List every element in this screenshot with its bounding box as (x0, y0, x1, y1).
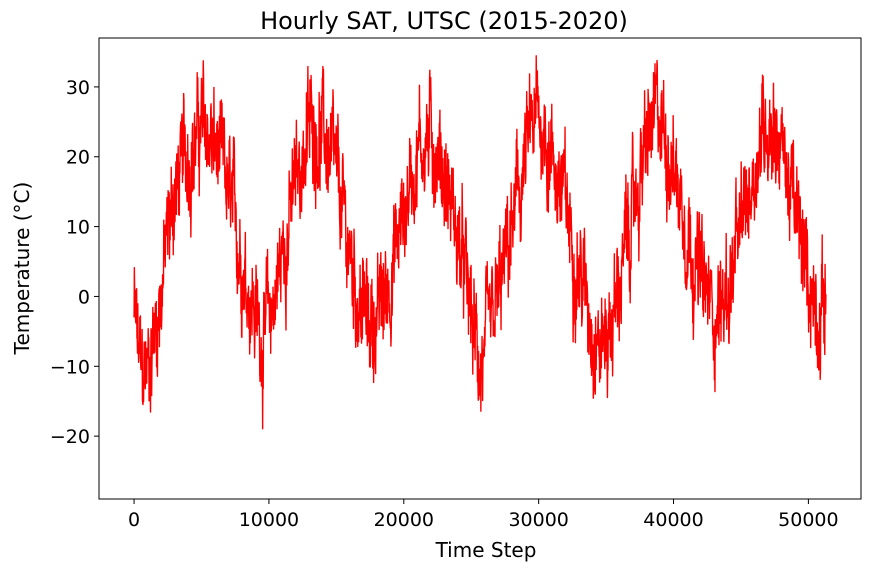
y-tick-label: 30 (66, 77, 90, 99)
chart-title: Hourly SAT, UTSC (2015-2020) (260, 7, 628, 35)
y-tick-label: 0 (78, 286, 90, 308)
plot-frame (98, 37, 862, 500)
x-axis-ticks: 0 10000 20000 30000 40000 50000 (128, 499, 839, 531)
temperature-series-line (133, 55, 827, 430)
x-tick-label: 20000 (374, 509, 434, 531)
plot-series (133, 55, 827, 430)
y-tick-label: −20 (50, 426, 90, 448)
y-tick-label: 20 (66, 147, 90, 169)
x-tick-label: 50000 (778, 509, 838, 531)
x-axis-label: Time Step (435, 538, 537, 562)
y-tick-label: 10 (66, 217, 90, 239)
x-tick-label: 10000 (239, 509, 299, 531)
y-tick-label: −10 (50, 356, 90, 378)
x-tick-label: 0 (128, 509, 140, 531)
y-axis-label: Temperature (°C) (10, 182, 34, 356)
x-tick-label: 30000 (508, 509, 568, 531)
x-tick-label: 40000 (643, 509, 703, 531)
y-axis-ticks: −20 −10 0 10 20 30 (50, 77, 99, 448)
